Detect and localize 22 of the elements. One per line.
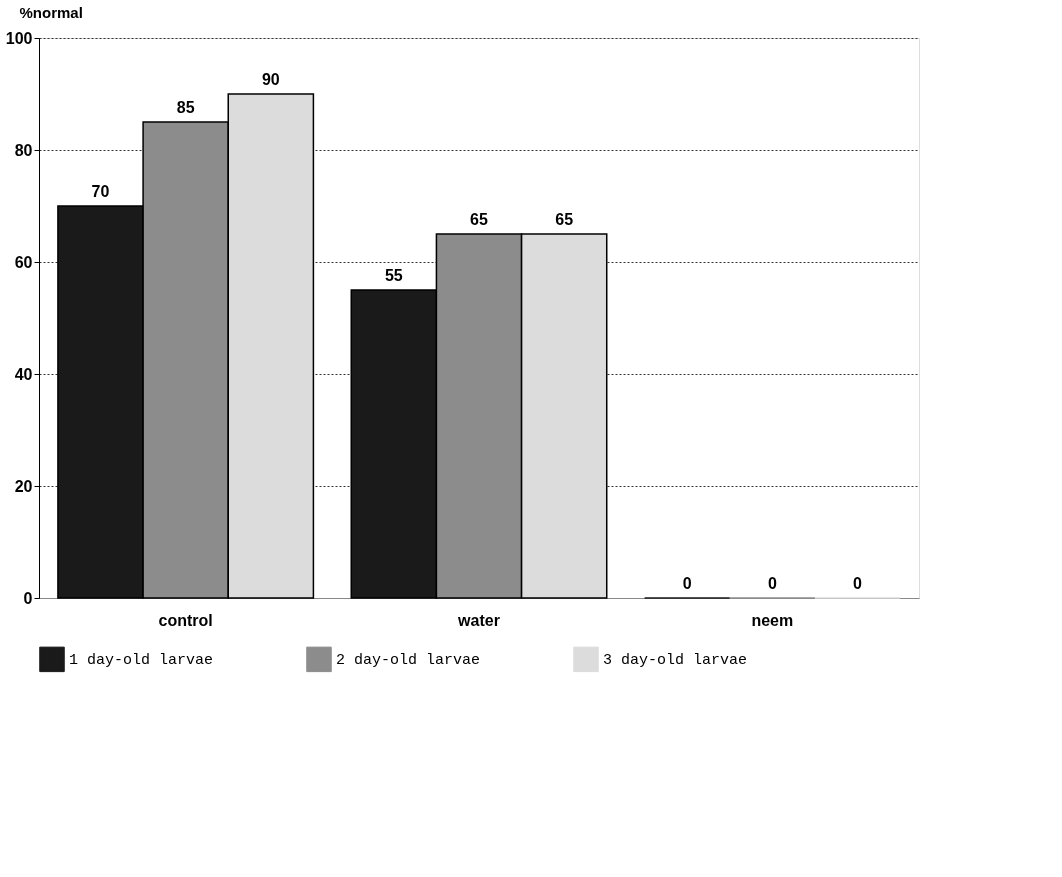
y-axis-title: %normal (19, 3, 83, 21)
data-label: 65 (470, 211, 488, 228)
data-label: 0 (853, 575, 863, 592)
y-tick-label: 60 (14, 253, 33, 271)
y-tick-label: 80 (14, 141, 33, 159)
legend-label: 2 day-old larvae (336, 652, 481, 670)
x-tick-label: control (158, 611, 213, 629)
legend-label: 3 day-old larvae (603, 652, 748, 670)
y-tick-label: 0 (23, 589, 33, 607)
x-tick-label: neem (751, 611, 794, 629)
y-tick-label: 100 (5, 29, 33, 47)
legend-label: 1 day-old larvae (69, 652, 214, 670)
x-tick-label: water (457, 611, 500, 629)
data-label: 55 (384, 267, 403, 284)
y-tick-label: 20 (14, 477, 33, 495)
data-label: 85 (176, 99, 195, 116)
y-tick-label: 40 (14, 365, 33, 383)
data-label: 65 (555, 211, 574, 228)
data-label: 70 (91, 183, 110, 200)
data-label: 0 (767, 575, 777, 592)
data-label: 0 (682, 575, 692, 592)
data-label: 90 (261, 71, 280, 88)
